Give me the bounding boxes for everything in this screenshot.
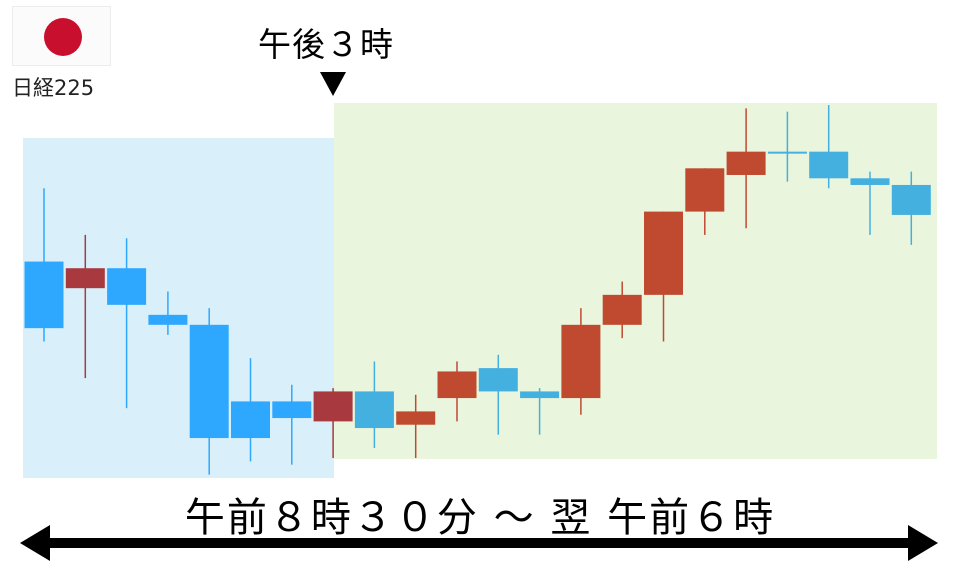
trading-hours-label: 午前８時３０分 ～ 翌 午前６時 — [184, 495, 776, 541]
index-name-label: 日経225 — [12, 76, 95, 100]
bearish-candle-body — [891, 184, 931, 215]
bullish-candle-body — [602, 294, 642, 325]
bearish-candle-body — [272, 401, 312, 419]
bearish-candle-body — [148, 314, 188, 325]
bearish-candle-body — [354, 391, 394, 429]
bearish-candle-body — [231, 401, 270, 439]
bullish-candle-body — [65, 268, 105, 289]
bullish-candle-body — [437, 371, 477, 399]
bullish-candle-body — [685, 168, 725, 212]
double-headed-arrow-icon — [20, 525, 938, 561]
bearish-candle-body — [107, 268, 147, 305]
session-break-label: 午後３時 — [258, 25, 394, 64]
bullish-candle-body — [644, 211, 683, 295]
bullish-candle-body — [561, 324, 601, 399]
bearish-candle-body — [478, 368, 518, 392]
day-session-background — [23, 138, 334, 478]
japan-flag-icon — [12, 6, 111, 66]
bearish-candle-body — [24, 261, 64, 329]
candles-group — [24, 105, 931, 475]
bearish-candle-body — [520, 391, 560, 399]
bullish-candle-body — [313, 391, 353, 422]
down-triangle-icon — [320, 72, 346, 96]
bullish-candle-body — [726, 151, 766, 175]
bearish-candle-body — [189, 324, 229, 439]
bearish-candle-body — [809, 151, 849, 179]
flag-sun-disc — [44, 18, 82, 56]
bearish-candle-body — [767, 151, 807, 154]
bearish-candle-body — [850, 178, 890, 185]
bullish-candle-body — [396, 411, 436, 425]
